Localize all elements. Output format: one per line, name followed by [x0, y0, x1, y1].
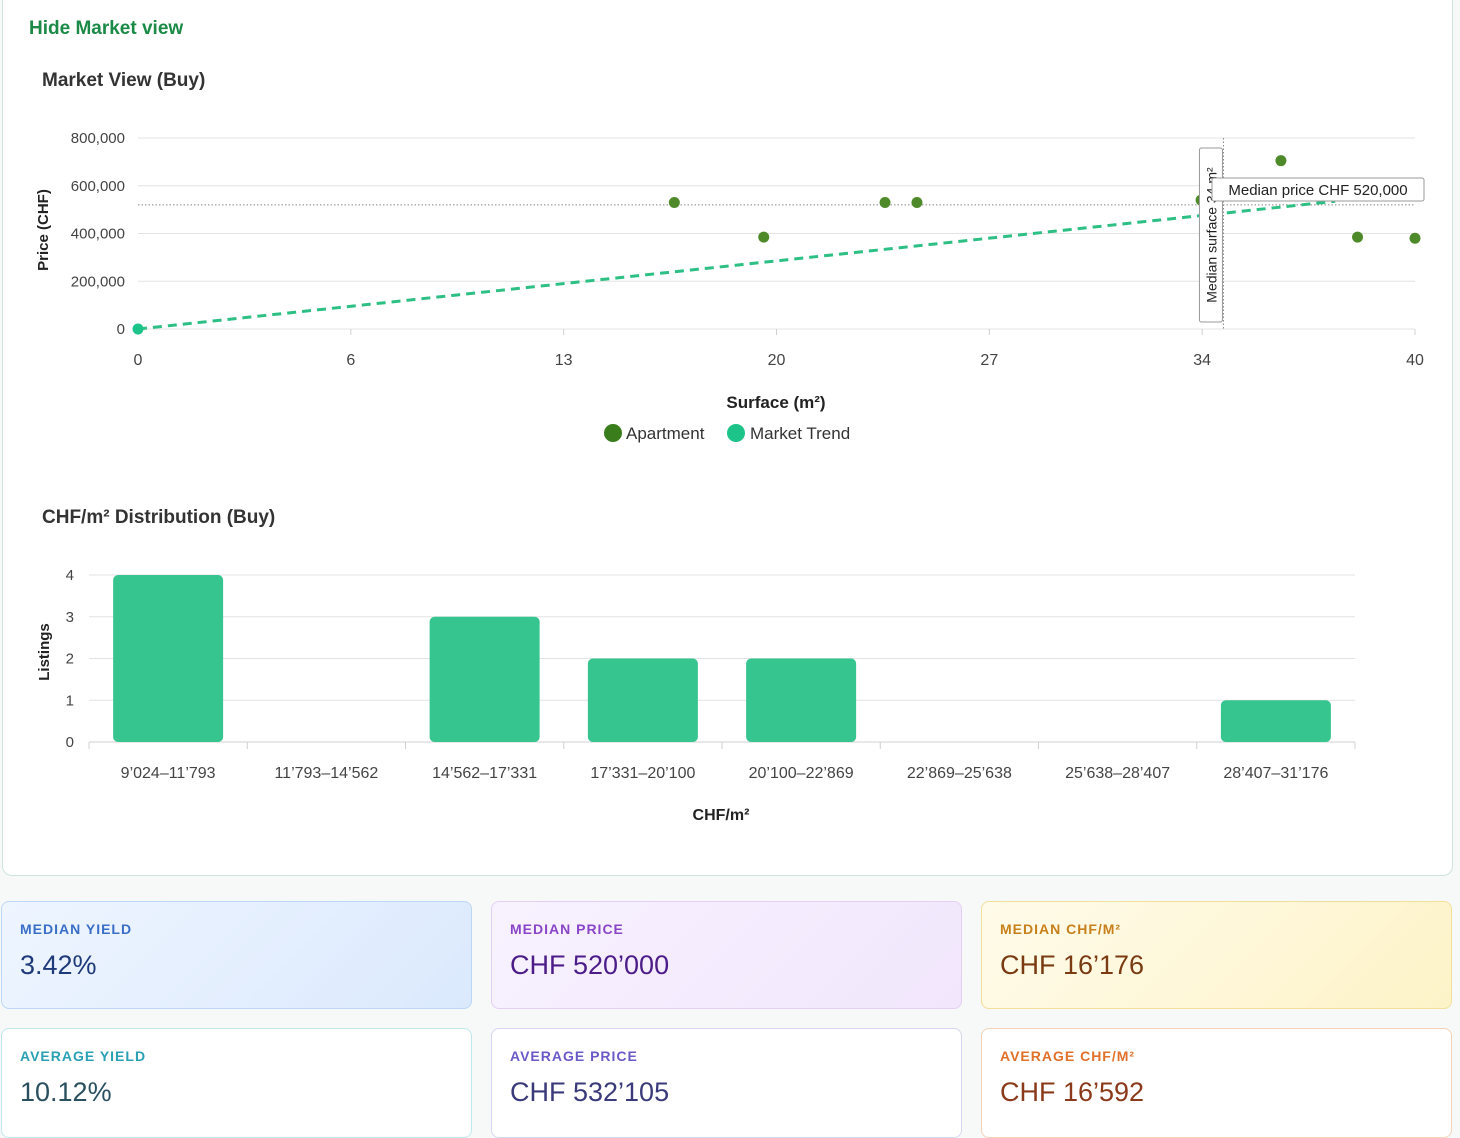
legend-apartment-swatch [604, 424, 622, 442]
apartment-point[interactable] [1275, 155, 1287, 167]
histogram-x-tick-label: 14’562–17’331 [432, 765, 537, 782]
scatter-y-axis-label: Price (CHF) [35, 189, 52, 271]
median-yield-label: MEDIAN YIELD [20, 921, 133, 937]
histogram-x-tick-label: 9’024–11’793 [121, 765, 216, 782]
median-price-tag-box [1211, 177, 1425, 202]
average-chf-m2-value: CHF 16’592 [1000, 1077, 1145, 1107]
average-yield-value: 10.12% [20, 1077, 112, 1107]
histogram-y-tick-label: 0 [66, 734, 74, 751]
legend-market-trend-swatch [727, 424, 745, 442]
average-yield-label: AVERAGE YIELD [20, 1048, 147, 1064]
scatter-y-tick-label: 200,000 [71, 273, 125, 290]
apartment-point[interactable] [758, 231, 770, 243]
scatter-x-tick-label: 0 [134, 352, 143, 369]
apartment-point[interactable] [1409, 232, 1421, 244]
apartment-point[interactable] [1352, 231, 1364, 243]
scatter-x-tick-label: 27 [980, 352, 998, 369]
histogram-y-tick-label: 4 [66, 567, 74, 584]
market-trend-point[interactable] [132, 323, 144, 335]
histogram-x-tick-label: 20’100–22’869 [749, 765, 854, 782]
median-price-label: MEDIAN PRICE [510, 921, 624, 937]
scatter-y-tick-label: 600,000 [71, 178, 125, 195]
average-yield-card: AVERAGE YIELD 10.12% [1, 1028, 472, 1138]
histogram-title: CHF/m² Distribution (Buy) [42, 507, 276, 528]
average-chf-m2-card: AVERAGE CHF/M² CHF 16’592 [981, 1028, 1452, 1138]
histogram-y-tick-label: 3 [66, 609, 74, 626]
apartment-point[interactable] [911, 196, 923, 208]
market-trend-line [137, 199, 1336, 331]
legend-apartment-label[interactable]: Apartment [626, 424, 705, 443]
apartment-point[interactable] [879, 196, 891, 208]
scatter-legend: Apartment Market Trend [604, 424, 850, 443]
apartment-point[interactable] [668, 196, 680, 208]
scatter-x-tick-label: 13 [555, 352, 573, 369]
median-price-card: MEDIAN PRICE CHF 520’000 [491, 901, 962, 1009]
average-chf-m2-label: AVERAGE CHF/M² [1000, 1048, 1136, 1064]
histogram-x-tick-label: 25’638–28’407 [1065, 765, 1170, 782]
histogram-bar[interactable] [746, 658, 857, 743]
histogram-bar[interactable] [113, 575, 224, 742]
scatter-x-axis-label: Surface (m²) [726, 393, 825, 412]
average-price-label: AVERAGE PRICE [510, 1048, 638, 1064]
median-yield-card: MEDIAN YIELD 3.42% [1, 901, 472, 1009]
median-price-value: CHF 520’000 [510, 950, 670, 980]
histogram-x-axis-label: CHF/m² [693, 807, 750, 824]
histogram-chart: 0 1 2 3 4 9’024–11’793 11’793–14’562 14’562–17… [36, 567, 1356, 824]
histogram-y-tick-label: 1 [66, 692, 74, 709]
histogram-x-tick-label: 22’869–25’638 [907, 765, 1012, 782]
median-price-tag-label: Median price CHF 520,000 [1228, 182, 1407, 199]
histogram-y-axis-label: Listings [36, 623, 53, 681]
scatter-y-tick-label: 0 [117, 321, 125, 338]
scatter-x-tick-label: 20 [768, 352, 786, 369]
scatter-y-tick-label: 800,000 [71, 130, 125, 147]
scatter-x-tick-label: 34 [1193, 352, 1211, 369]
histogram-y-tick-label: 2 [66, 651, 74, 668]
histogram-x-tick-label: 28’407–31’176 [1223, 765, 1328, 782]
scatter-chart: 0 200,000 400,000 600,000 800,000 0 6 13 20 27 34… [35, 130, 1425, 443]
histogram-bar[interactable] [587, 658, 698, 743]
histogram-bar[interactable] [429, 616, 540, 742]
histogram-x-tick-label: 17’331–20’100 [590, 765, 695, 782]
legend-market-trend-label[interactable]: Market Trend [750, 424, 850, 443]
market-view-panel: Hide Market view Market View (Buy) 0 200,… [2, 0, 1453, 876]
hide-market-view-link[interactable]: Hide Market view [29, 18, 184, 39]
scatter-y-tick-label: 400,000 [71, 226, 125, 243]
median-chf-m2-card: MEDIAN CHF/M² CHF 16’176 [981, 901, 1452, 1009]
median-chf-m2-label: MEDIAN CHF/M² [1000, 921, 1122, 937]
median-surface-tag: Median surface 34 m² [1198, 147, 1223, 323]
median-chf-m2-value: CHF 16’176 [1000, 950, 1145, 980]
scatter-chart-title: Market View (Buy) [42, 70, 206, 91]
scatter-x-tick-label: 6 [346, 352, 355, 369]
histogram-x-tick-label: 11’793–14’562 [274, 765, 378, 782]
histogram-bar[interactable] [1220, 700, 1331, 742]
average-price-value: CHF 532’105 [510, 1077, 670, 1107]
median-price-tag: Median price CHF 520,000 [1211, 177, 1425, 202]
median-yield-value: 3.42% [20, 950, 97, 980]
average-price-card: AVERAGE PRICE CHF 532’105 [491, 1028, 962, 1138]
scatter-x-tick-label: 40 [1406, 352, 1424, 369]
